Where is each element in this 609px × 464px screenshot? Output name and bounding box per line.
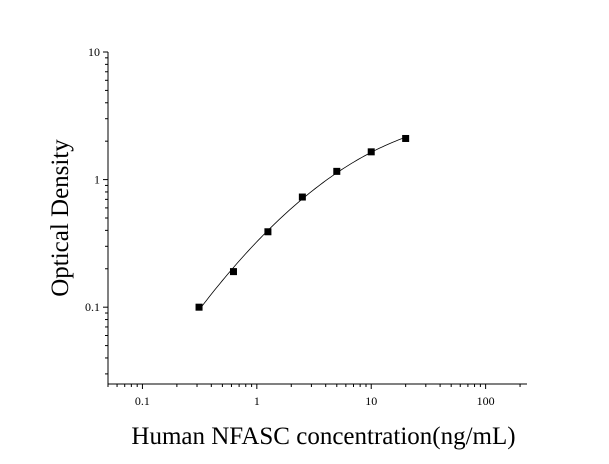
data-point	[195, 303, 203, 311]
data-points	[195, 134, 410, 311]
x-tick-label: 10	[365, 394, 377, 408]
data-point	[229, 268, 237, 276]
y-tick-label: 1	[94, 173, 100, 187]
fit-curve	[198, 136, 406, 311]
x-tick-label: 0.1	[135, 394, 150, 408]
y-axis-title: Optical Density	[47, 139, 74, 297]
fit-curve-layer	[198, 136, 406, 311]
data-point	[264, 228, 272, 236]
data-point	[333, 167, 341, 175]
ticks: 0.1 1 10 0.1 1 10 100	[85, 45, 521, 408]
x-tick-label: 100	[477, 394, 495, 408]
data-point	[402, 134, 410, 142]
y-tick-label: 10	[88, 45, 100, 59]
data-point	[298, 193, 306, 201]
x-tick-label: 1	[254, 394, 260, 408]
data-point	[367, 148, 375, 156]
axes	[107, 52, 527, 385]
x-axis-title: Human NFASC concentration(ng/mL)	[131, 423, 515, 450]
y-tick-label: 0.1	[85, 300, 100, 314]
